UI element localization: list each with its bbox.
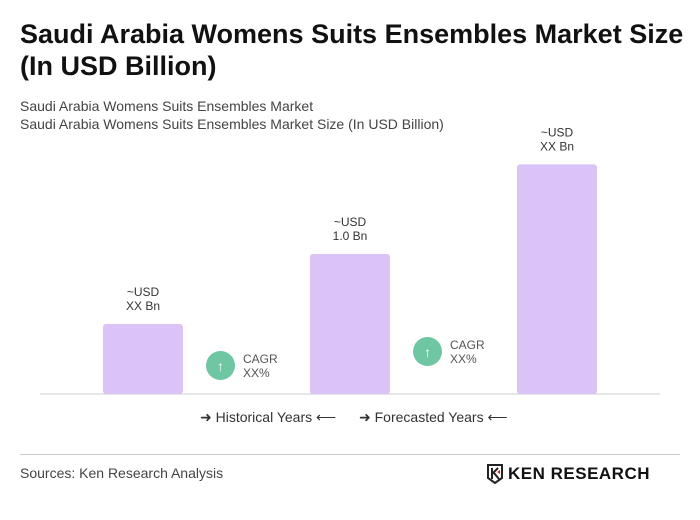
legend-historical-label: Historical Years — [215, 409, 313, 425]
data-label: XX Bn — [126, 299, 160, 313]
data-label: ~USD — [127, 285, 160, 299]
data-label: ~USD — [541, 125, 574, 139]
logo-text: KEN RESEARCH — [508, 464, 651, 483]
cagr-label: CAGR — [450, 337, 485, 352]
data-label: ~USD — [334, 215, 367, 229]
ken-logo-icon — [487, 464, 503, 484]
ken-research-logo: KEN RESEARCH — [486, 464, 650, 484]
cagr-badge-1: ↑ CAGR XX% — [206, 351, 278, 380]
data-label: XX Bn — [540, 139, 574, 153]
cagr-badge-2: ↑ CAGR XX% — [413, 337, 485, 366]
legend-historical: ➜ Historical Years ⟵ — [200, 409, 337, 425]
chart-subtitle-2: Saudi Arabia Womens Suits Ensembles Mark… — [20, 116, 444, 132]
legend-forecasted: ➜ Forecasted Years ⟵ — [359, 409, 508, 425]
sources-text: Sources: Ken Research Analysis — [20, 465, 224, 481]
chart-subtitle: Saudi Arabia Womens Suits Ensembles Mark… — [20, 98, 314, 114]
arrow-up-icon: ↑ — [413, 337, 442, 366]
legend-forecasted-label: Forecasted Years — [374, 409, 484, 425]
footer-divider — [20, 454, 680, 455]
bar — [310, 254, 390, 394]
bar — [103, 324, 183, 394]
chart-title: Saudi Arabia Womens Suits Ensembles Mark… — [20, 19, 684, 81]
cagr-label: CAGR — [243, 351, 278, 366]
cagr-value: XX% — [450, 351, 477, 366]
cagr-value: XX% — [243, 365, 270, 380]
bar — [517, 164, 597, 394]
arrow-up-icon: ↑ — [206, 351, 235, 380]
data-label: 1.0 Bn — [333, 229, 368, 243]
